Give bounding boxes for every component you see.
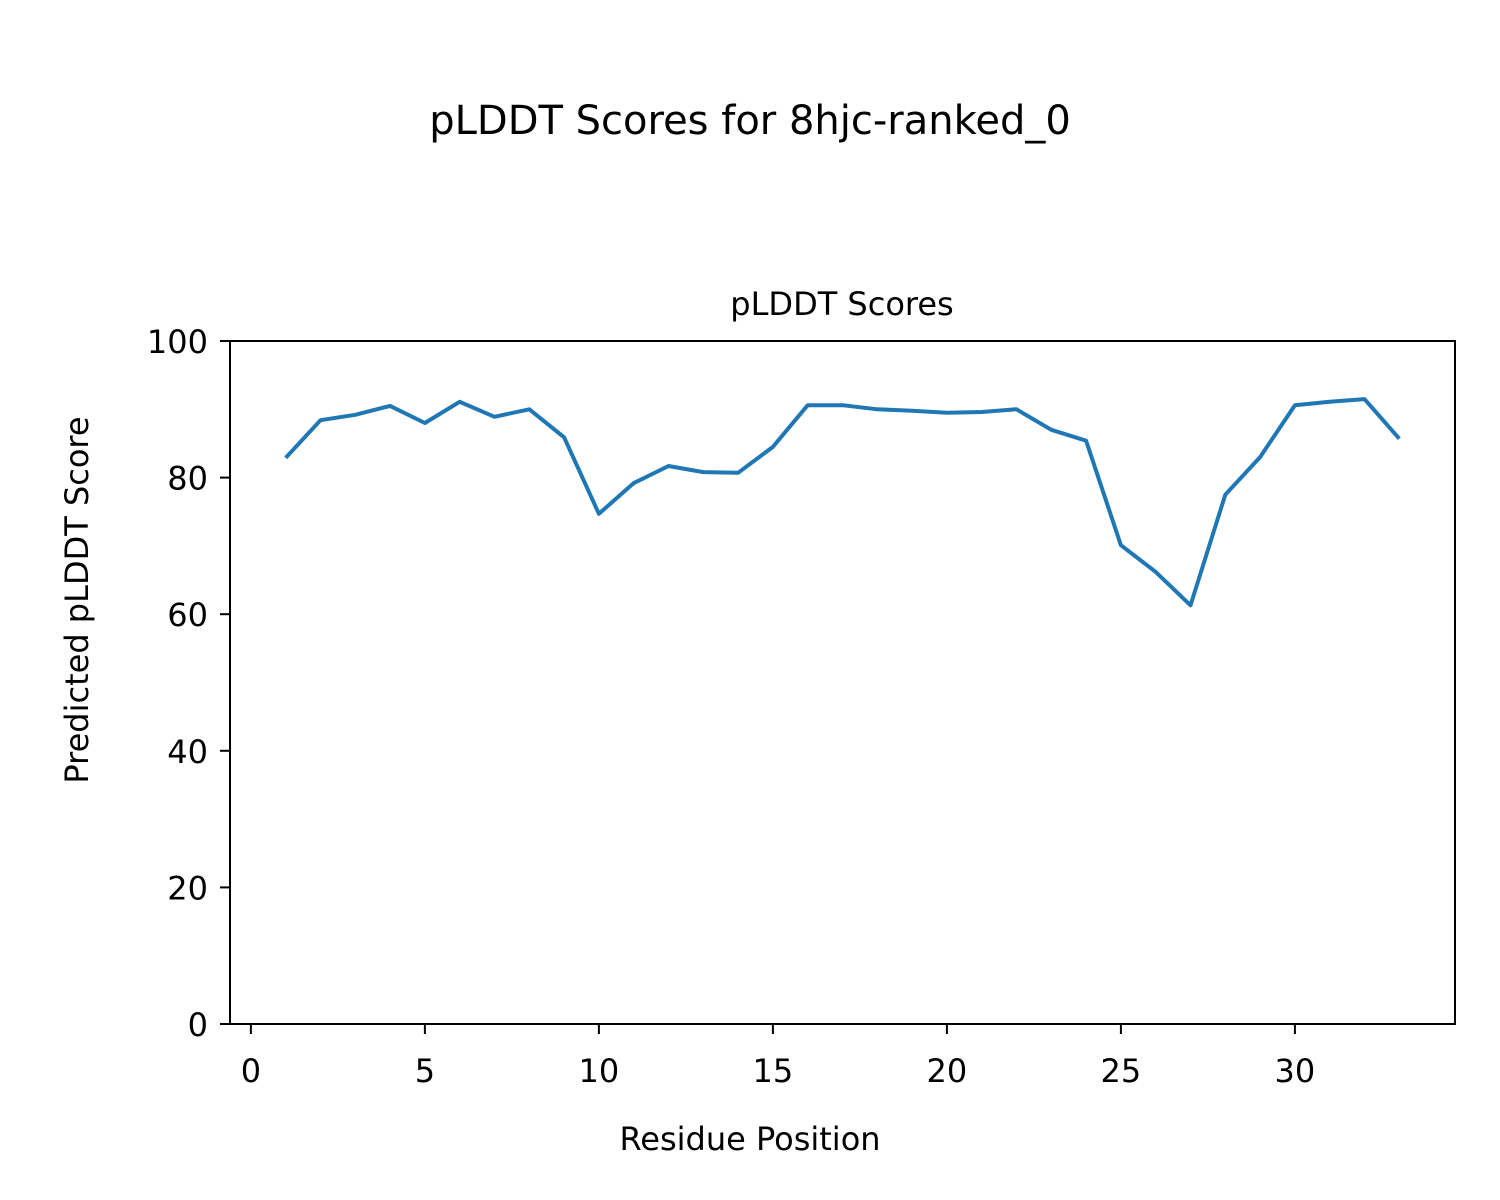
y-tick-label: 60 — [167, 596, 208, 634]
y-axis-label: Predicted pLDDT Score — [58, 416, 96, 783]
x-tick-label: 10 — [579, 1052, 620, 1090]
x-tick-label: 5 — [415, 1052, 435, 1090]
chart-title: pLDDT Scores — [730, 285, 953, 323]
x-tick-label: 30 — [1275, 1052, 1316, 1090]
series-line — [284, 397, 1401, 608]
y-tick-label: 0 — [188, 1006, 208, 1044]
plot-frame — [229, 340, 1456, 1025]
x-tick-label: 20 — [927, 1052, 968, 1090]
ticks: 0 5 10 15 20 25 30 0 20 40 60 80 100 — [147, 323, 1315, 1090]
x-axis-label: Residue Position — [619, 1120, 880, 1158]
y-tick-label: 20 — [167, 869, 208, 907]
figure-title: pLDDT Scores for 8hjc-ranked_0 — [429, 98, 1071, 144]
x-tick-label: 0 — [241, 1052, 261, 1090]
y-tick-label: 40 — [167, 733, 208, 771]
x-tick-label: 15 — [753, 1052, 794, 1090]
y-tick-label: 80 — [167, 460, 208, 498]
x-tick-label: 25 — [1101, 1052, 1142, 1090]
y-tick-label: 100 — [147, 323, 208, 361]
